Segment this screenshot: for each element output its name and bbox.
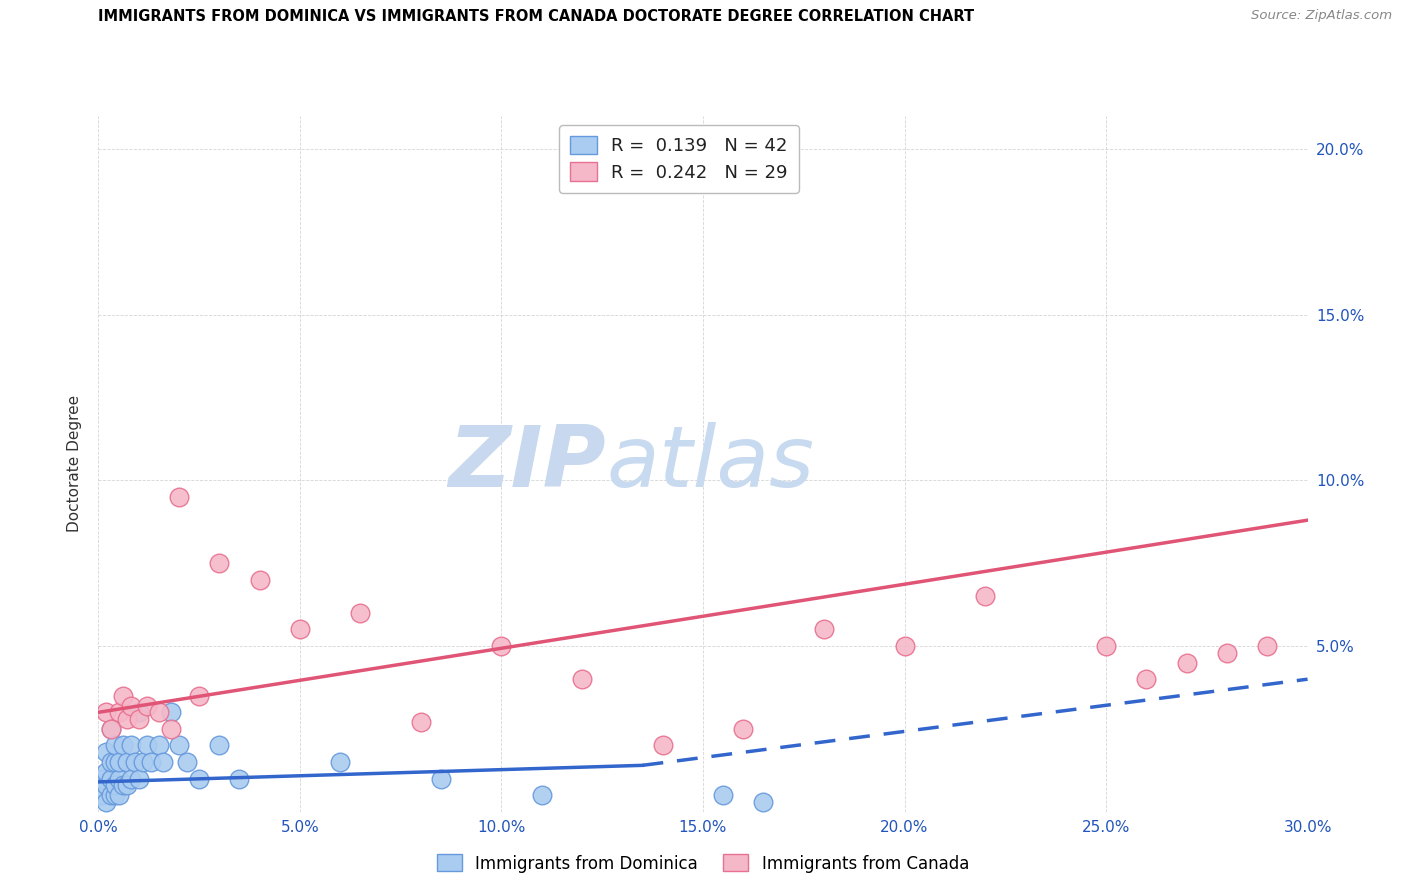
Point [288, 623, 311, 637]
Point [1095, 639, 1118, 653]
Point [139, 755, 162, 769]
Point [120, 698, 142, 713]
Point [208, 556, 231, 570]
Point [430, 772, 453, 786]
Point [107, 706, 129, 720]
Point [135, 739, 157, 753]
Point [100, 772, 122, 786]
Point [107, 755, 129, 769]
Point [132, 755, 155, 769]
Text: Source: ZipAtlas.com: Source: ZipAtlas.com [1251, 9, 1392, 22]
Point [752, 795, 775, 809]
Point [107, 772, 129, 786]
Point [409, 715, 432, 730]
Y-axis label: Doctorate Degree: Doctorate Degree [67, 395, 83, 533]
Point [103, 778, 125, 792]
Point [96, 745, 118, 759]
Point [107, 788, 129, 802]
Point [100, 722, 122, 736]
Point [893, 639, 915, 653]
Point [167, 739, 190, 753]
Point [1216, 646, 1239, 660]
Point [103, 739, 125, 753]
Point [1175, 656, 1198, 670]
Point [651, 739, 673, 753]
Point [120, 739, 142, 753]
Point [96, 795, 118, 809]
Legend: R =  0.139   N = 42, R =  0.242   N = 29: R = 0.139 N = 42, R = 0.242 N = 29 [560, 125, 799, 193]
Text: ZIP: ZIP [449, 422, 606, 506]
Point [974, 590, 997, 604]
Point [111, 778, 134, 792]
Point [120, 772, 142, 786]
Point [160, 722, 183, 736]
Point [100, 788, 122, 802]
Point [115, 778, 138, 792]
Point [160, 706, 183, 720]
Point [91, 788, 114, 802]
Point [813, 623, 835, 637]
Point [103, 788, 125, 802]
Text: IMMIGRANTS FROM DOMINICA VS IMMIGRANTS FROM CANADA DOCTORATE DEGREE CORRELATION : IMMIGRANTS FROM DOMINICA VS IMMIGRANTS F… [98, 9, 974, 24]
Point [1256, 639, 1278, 653]
Point [208, 739, 231, 753]
Point [135, 698, 157, 713]
Point [167, 490, 190, 504]
Point [148, 706, 170, 720]
Point [115, 712, 138, 726]
Point [96, 706, 118, 720]
Point [91, 772, 114, 786]
Point [228, 772, 250, 786]
Point [111, 739, 134, 753]
Point [176, 755, 198, 769]
Point [100, 722, 122, 736]
Point [733, 722, 755, 736]
Point [96, 764, 118, 779]
Point [1135, 672, 1157, 686]
Point [188, 689, 211, 703]
Point [711, 788, 734, 802]
Point [491, 639, 513, 653]
Point [96, 778, 118, 792]
Point [571, 672, 593, 686]
Legend: Immigrants from Dominica, Immigrants from Canada: Immigrants from Dominica, Immigrants fro… [430, 847, 976, 880]
Point [249, 573, 271, 587]
Point [530, 788, 553, 802]
Point [128, 712, 150, 726]
Point [103, 755, 125, 769]
Point [152, 755, 174, 769]
Point [111, 689, 134, 703]
Point [128, 706, 150, 720]
Point [148, 739, 170, 753]
Text: atlas: atlas [606, 422, 814, 506]
Point [128, 772, 150, 786]
Point [329, 755, 352, 769]
Point [349, 606, 371, 620]
Point [188, 772, 211, 786]
Point [115, 755, 138, 769]
Point [124, 755, 146, 769]
Point [100, 755, 122, 769]
